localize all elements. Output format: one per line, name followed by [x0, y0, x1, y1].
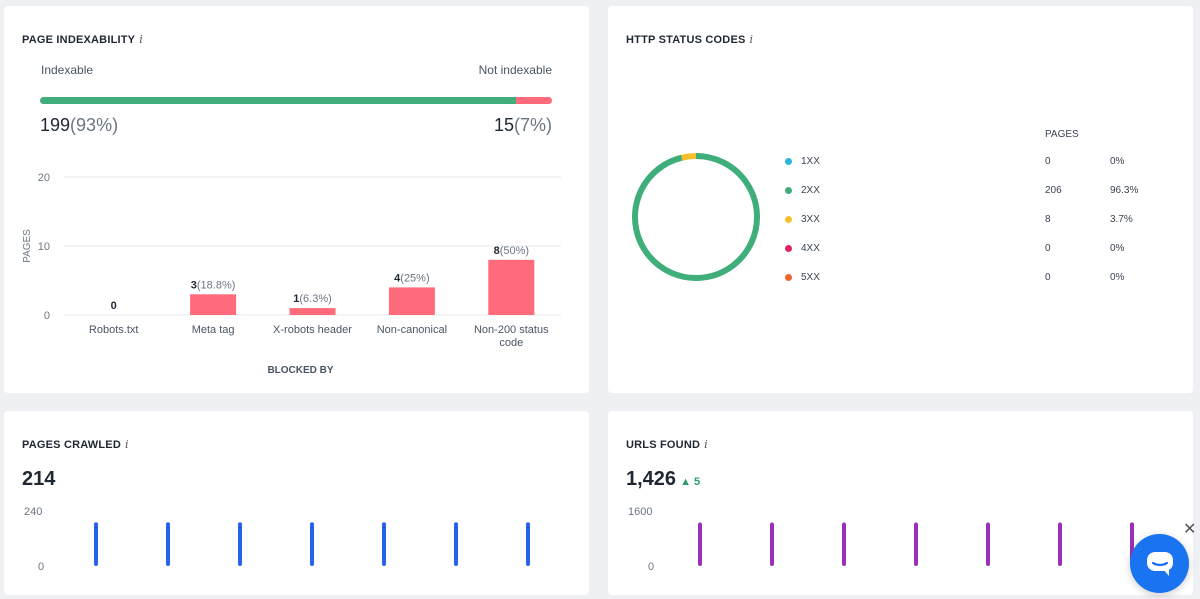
- x-axis-label: BLOCKED BY: [267, 365, 333, 376]
- pages-crawled-chart: [94, 522, 530, 566]
- urls-found-card: URLS FOUND i 1,426 ▲ 5 1600 0: [608, 411, 1193, 595]
- y-tick-label: 0: [44, 310, 50, 322]
- urls-found-chart: [698, 522, 1134, 566]
- urls-bar[interactable]: [698, 522, 702, 566]
- legend-dot: [785, 187, 792, 194]
- bar-value-label: 8(50%): [494, 245, 529, 257]
- info-icon[interactable]: i: [749, 33, 754, 46]
- y-min-label: 0: [38, 561, 45, 573]
- chat-button[interactable]: [1130, 534, 1189, 593]
- indexable-label: Indexable: [41, 63, 94, 77]
- legend-dot: [785, 274, 792, 281]
- legend-dot: [785, 245, 792, 252]
- legend-percent: 0%: [1110, 272, 1125, 283]
- legend-pages: 0: [1045, 243, 1051, 254]
- indexable-value: 199(93%): [40, 115, 119, 135]
- page-indexability-card: PAGE INDEXABILITY i Indexable Not indexab…: [4, 6, 589, 393]
- y-min-label: 0: [648, 561, 655, 573]
- crawled-bar[interactable]: [238, 522, 242, 566]
- pages-crawled-card: PAGES CRAWLED i 214 240 0: [4, 411, 589, 595]
- category-label: Non-canonical: [377, 324, 447, 336]
- urls-bar[interactable]: [914, 522, 918, 566]
- category-label: Non-200 status code: [474, 324, 549, 349]
- crawled-bar[interactable]: [166, 522, 170, 566]
- legend-code: 2XX: [801, 185, 820, 196]
- card-title: HTTP STATUS CODES i: [626, 33, 754, 46]
- bar-value-label: 1(6.3%): [293, 293, 332, 305]
- category-label: Robots.txt: [89, 324, 139, 336]
- legend-percent: 96.3%: [1110, 185, 1139, 196]
- legend-percent: 3.7%: [1110, 214, 1133, 225]
- y-tick-label: 10: [38, 241, 50, 253]
- y-max-label: 240: [24, 506, 43, 518]
- not-indexable-value: 15(7%): [493, 115, 552, 135]
- legend-dot: [785, 216, 792, 223]
- legend-pages: 206: [1045, 185, 1062, 196]
- legend-code: 1XX: [801, 156, 820, 167]
- donut-slice-2xx[interactable]: [632, 153, 760, 281]
- legend-percent: 0%: [1110, 243, 1125, 254]
- legend-pages: 0: [1045, 156, 1051, 167]
- legend-dot: [785, 158, 792, 165]
- legend-code: 4XX: [801, 243, 820, 254]
- urls-bar[interactable]: [986, 522, 990, 566]
- http-status-card: HTTP STATUS CODES i PAGES 1XX 0 0% 2XX 206 96.…: [608, 6, 1193, 393]
- blocked-by-chart: 0 10 20 PAGES 0 Robots.txt 3(18.8%) Meta tag 1(6…: [22, 172, 561, 376]
- category-label: X-robots header: [273, 324, 352, 336]
- legend-percent: 0%: [1110, 156, 1125, 167]
- bar-value-label: 4(25%): [394, 272, 429, 284]
- crawled-bar[interactable]: [382, 522, 386, 566]
- indexable-fill: [40, 97, 517, 104]
- y-axis-label: PAGES: [22, 229, 33, 263]
- not-indexable-label: Not indexable: [478, 63, 552, 77]
- y-max-label: 1600: [628, 506, 653, 518]
- urls-found-value: 1,426 ▲ 5: [626, 468, 701, 490]
- bar[interactable]: [488, 259, 535, 315]
- crawled-bar[interactable]: [94, 522, 98, 566]
- bar-value-label: 0: [111, 300, 117, 312]
- bar-value-label: 3(18.8%): [191, 279, 236, 291]
- pages-crawled-value: 214: [22, 468, 56, 490]
- legend-code: 5XX: [801, 272, 820, 283]
- info-icon[interactable]: i: [124, 438, 129, 451]
- crawled-bar[interactable]: [454, 522, 458, 566]
- info-icon[interactable]: i: [704, 438, 708, 451]
- indexability-bar: [40, 97, 552, 104]
- urls-bar[interactable]: [842, 522, 846, 566]
- urls-delta: ▲ 5: [680, 476, 701, 488]
- close-chat-icon[interactable]: ✕: [1183, 521, 1197, 538]
- urls-bar[interactable]: [770, 522, 774, 566]
- bar[interactable]: [190, 294, 237, 315]
- crawled-bar[interactable]: [310, 522, 314, 566]
- status-donut-chart: [632, 153, 760, 281]
- donut-slice-3xx[interactable]: [681, 153, 697, 161]
- category-label: Meta tag: [192, 324, 235, 336]
- legend-code: 3XX: [801, 214, 820, 225]
- urls-bar[interactable]: [1058, 522, 1062, 566]
- legend-pages: 0: [1045, 272, 1051, 283]
- legend-pages: 8: [1045, 214, 1051, 225]
- info-icon[interactable]: i: [139, 33, 143, 46]
- bar[interactable]: [289, 308, 336, 315]
- y-tick-label: 20: [38, 172, 50, 184]
- chat-bubble-icon: [1147, 552, 1173, 576]
- card-title: URLS FOUND i: [626, 438, 708, 451]
- bar[interactable]: [388, 287, 435, 315]
- card-title: PAGE INDEXABILITY i: [22, 33, 143, 46]
- card-title: PAGES CRAWLED i: [22, 438, 129, 451]
- pages-column-header: PAGES: [1045, 129, 1079, 140]
- crawled-bar[interactable]: [526, 522, 530, 566]
